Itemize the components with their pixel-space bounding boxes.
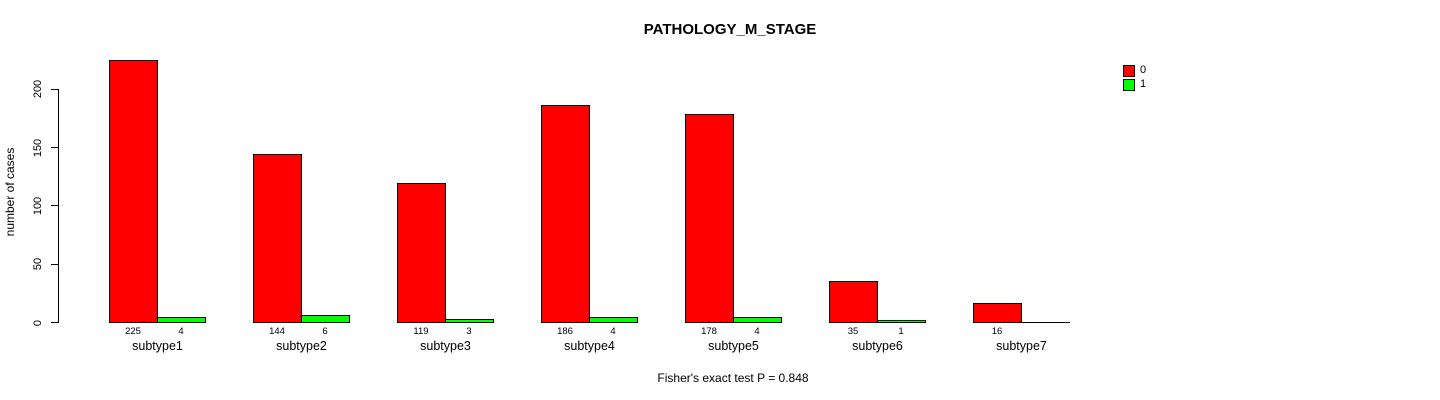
x-axis-category-label: subtype3 bbox=[420, 339, 471, 353]
count-label-1-subtype6: 1 bbox=[898, 326, 904, 337]
y-axis-tick bbox=[51, 88, 58, 90]
bar-0-subtype6 bbox=[829, 281, 878, 323]
y-axis-tick-label: 0 bbox=[32, 319, 44, 326]
y-axis-title: number of cases bbox=[3, 147, 17, 237]
bar-1-subtype4 bbox=[589, 317, 638, 323]
y-axis-tick bbox=[51, 322, 58, 323]
count-label-1-subtype1: 4 bbox=[178, 326, 184, 337]
count-label-0-subtype7: 16 bbox=[991, 326, 1003, 337]
chart-title: PATHOLOGY_M_STAGE bbox=[643, 21, 817, 38]
count-label-1-subtype5: 4 bbox=[754, 326, 760, 337]
count-label-0-subtype1: 225 bbox=[125, 326, 141, 337]
y-axis-tick-label: 50 bbox=[32, 258, 44, 271]
bar-1-subtype5 bbox=[733, 317, 782, 323]
y-axis-tick-label: 200 bbox=[32, 80, 44, 99]
y-axis-line bbox=[58, 88, 59, 323]
bar-0-subtype2 bbox=[253, 154, 302, 323]
x-axis-category-label: subtype6 bbox=[852, 339, 903, 353]
count-label-0-subtype6: 35 bbox=[847, 326, 859, 337]
legend-entry-0: 0 bbox=[1123, 64, 1147, 77]
count-label-1-subtype4: 4 bbox=[610, 326, 616, 337]
bar-1-subtype2 bbox=[301, 315, 350, 323]
y-axis-tick-label: 150 bbox=[32, 138, 44, 157]
legend-label: 1 bbox=[1140, 78, 1147, 90]
bar-1-subtype1 bbox=[157, 317, 206, 323]
bar-0-subtype3 bbox=[397, 183, 446, 323]
legend-entry-1: 1 bbox=[1123, 78, 1147, 91]
legend-swatch-icon bbox=[1123, 78, 1135, 91]
x-axis-category-label: subtype2 bbox=[276, 339, 327, 353]
x-axis-category-label: subtype5 bbox=[708, 339, 759, 353]
count-label-0-subtype2: 144 bbox=[269, 326, 285, 337]
count-label-0-subtype5: 178 bbox=[701, 326, 717, 337]
legend-swatch-icon bbox=[1123, 64, 1135, 77]
count-label-0-subtype3: 119 bbox=[413, 326, 429, 337]
bar-1-subtype6 bbox=[877, 320, 926, 323]
bar-0-subtype5 bbox=[685, 114, 734, 323]
x-axis-category-label: subtype1 bbox=[132, 339, 183, 353]
count-label-1-subtype2: 6 bbox=[322, 326, 328, 337]
y-axis-tick bbox=[51, 263, 58, 265]
y-axis-tick bbox=[51, 205, 58, 207]
bar-0-subtype1 bbox=[109, 59, 158, 323]
bar-0-subtype4 bbox=[541, 105, 590, 323]
y-axis-tick-label: 100 bbox=[32, 196, 44, 216]
legend-label: 0 bbox=[1140, 64, 1147, 76]
annotation-text: Fisher's exact test P = 0.848 bbox=[657, 371, 809, 385]
x-axis-category-label: subtype4 bbox=[564, 339, 615, 353]
y-axis-tick bbox=[51, 147, 58, 149]
count-label-1-subtype3: 3 bbox=[466, 326, 472, 337]
count-label-0-subtype4: 186 bbox=[557, 326, 573, 337]
bar-1-subtype3 bbox=[445, 318, 494, 323]
bar-0-subtype7 bbox=[973, 303, 1022, 323]
x-axis-category-label: subtype7 bbox=[996, 339, 1047, 353]
